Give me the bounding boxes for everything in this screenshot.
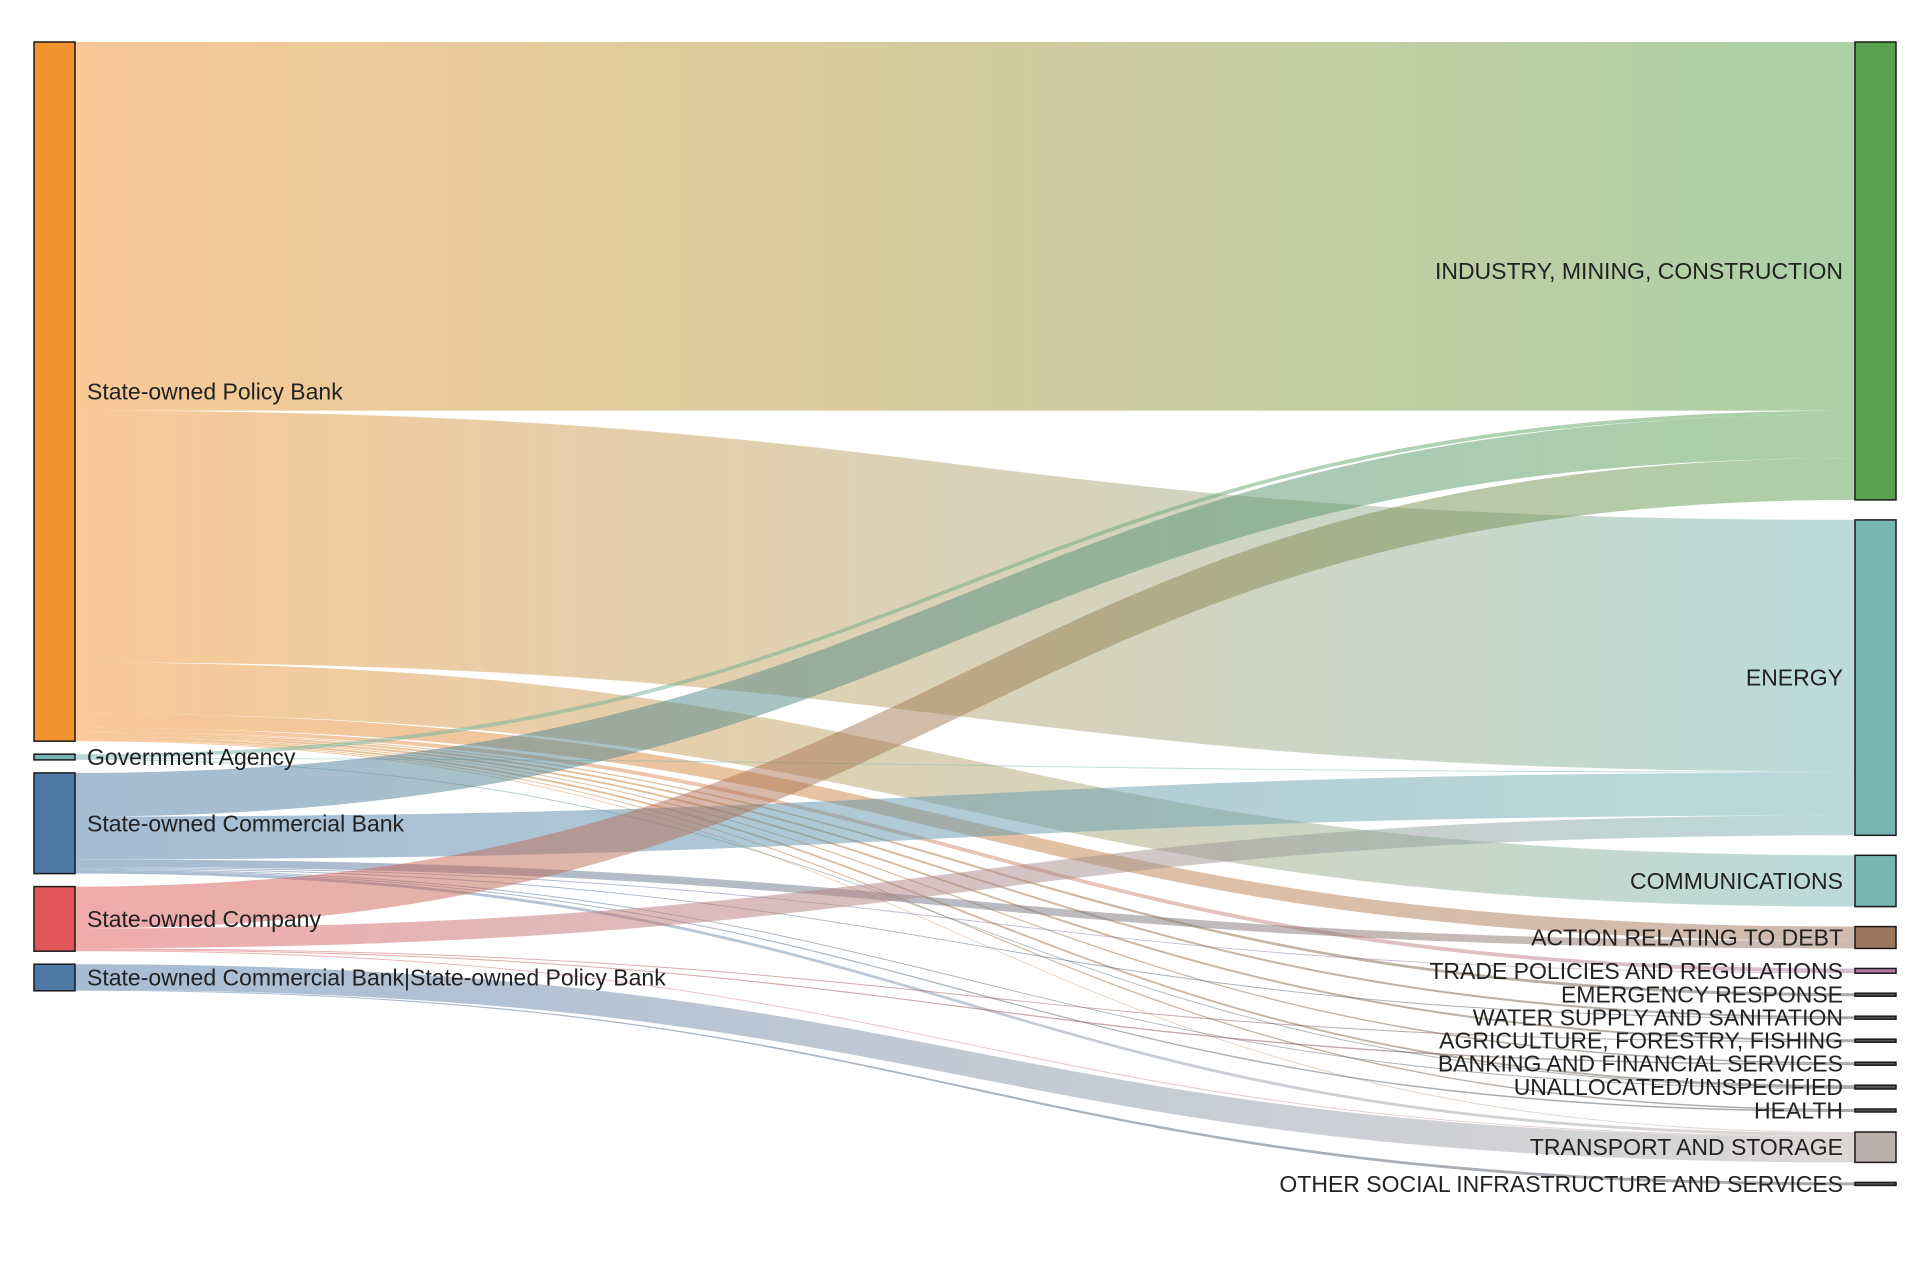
link-policy-to-unalloc[interactable] xyxy=(75,737,1855,1088)
link-company-to-agri[interactable] xyxy=(75,948,1855,1043)
node-state-owned-policy-bank[interactable] xyxy=(33,41,76,742)
link-gov-to-energy[interactable] xyxy=(75,758,1855,773)
node-label-water-supply-and-sanitation: WATER SUPPLY AND SANITATION xyxy=(1473,1005,1843,1031)
link-comm-to-energy[interactable] xyxy=(75,772,1855,860)
node-label-banking-and-financial-services: BANKING AND FINANCIAL SERVICES xyxy=(1438,1051,1843,1077)
link-policy-to-energy[interactable] xyxy=(75,410,1855,772)
link-comm-to-health[interactable] xyxy=(75,869,1855,1112)
link-comm-to-trade[interactable] xyxy=(75,866,1855,974)
node-layer xyxy=(33,41,1897,1187)
node-energy[interactable] xyxy=(1854,519,1897,837)
node-other-social-infrastructure-and-services[interactable] xyxy=(1854,1181,1897,1187)
node-health[interactable] xyxy=(1854,1108,1897,1113)
node-label-energy: ENERGY xyxy=(1746,665,1843,691)
link-policy-to-transport[interactable] xyxy=(75,740,1855,1133)
node-label-unallocated-unspecified: UNALLOCATED/UNSPECIFIED xyxy=(1514,1074,1843,1100)
node-unallocated-unspecified[interactable] xyxy=(1854,1084,1897,1090)
link-policy-to-emergency[interactable] xyxy=(75,731,1855,997)
node-label-communications: COMMUNICATIONS xyxy=(1630,868,1843,894)
node-label-action-relating-to-debt: ACTION RELATING TO DEBT xyxy=(1531,925,1843,951)
link-gov-to-unalloc[interactable] xyxy=(75,758,1855,1089)
node-trade-policies-and-regulations[interactable] xyxy=(1854,967,1897,974)
node-emergency-response[interactable] xyxy=(1854,992,1897,997)
node-label-trade-policies-and-regulations: TRADE POLICIES AND REGULATIONS xyxy=(1429,958,1843,984)
node-label-other-social-infrastructure-and-services: OTHER SOCIAL INFRASTRUCTURE AND SERVICES xyxy=(1279,1171,1843,1197)
link-policy-to-trade[interactable] xyxy=(75,727,1855,973)
node-action-relating-to-debt[interactable] xyxy=(1854,925,1897,950)
node-label-transport-and-storage: TRANSPORT AND STORAGE xyxy=(1530,1134,1843,1160)
link-company-to-energy[interactable] xyxy=(75,815,1855,949)
link-policy-to-health[interactable] xyxy=(75,739,1855,1111)
link-policy-to-banking[interactable] xyxy=(75,736,1855,1064)
link-comm-to-debt[interactable] xyxy=(75,859,1855,949)
link-company-to-banking[interactable] xyxy=(75,949,1855,1066)
node-label-government-agency: Government Agency xyxy=(87,744,296,770)
link-company-to-industry[interactable] xyxy=(75,458,1855,929)
node-label-industry-mining-construction: INDUSTRY, MINING, CONSTRUCTION xyxy=(1435,258,1843,284)
node-label-state-owned-commercial-bank-state-owned-policy-bank: State-owned Commercial Bank|State-owned … xyxy=(87,965,666,991)
node-label-agriculture-forestry-fishing: AGRICULTURE, FORESTRY, FISHING xyxy=(1439,1028,1843,1054)
link-comm-to-industry[interactable] xyxy=(75,414,1855,817)
node-label-state-owned-policy-bank: State-owned Policy Bank xyxy=(87,379,343,405)
node-transport-and-storage[interactable] xyxy=(1854,1131,1897,1164)
link-layer xyxy=(75,42,1855,1186)
link-combo-to-transport[interactable] xyxy=(75,964,1855,1163)
link-gov-to-industry[interactable] xyxy=(75,410,1855,758)
link-comm-to-water[interactable] xyxy=(75,867,1855,1020)
link-company-to-transport[interactable] xyxy=(75,950,1855,1137)
node-industry-mining-construction[interactable] xyxy=(1854,41,1897,501)
node-agriculture-forestry-fishing[interactable] xyxy=(1854,1038,1897,1043)
link-comm-to-transport[interactable] xyxy=(75,870,1855,1136)
link-policy-to-industry[interactable] xyxy=(75,42,1855,411)
node-water-supply-and-sanitation[interactable] xyxy=(1854,1015,1897,1020)
node-state-owned-commercial-bank[interactable] xyxy=(33,772,76,875)
node-label-state-owned-commercial-bank: State-owned Commercial Bank xyxy=(87,810,405,836)
node-banking-and-financial-services[interactable] xyxy=(1854,1061,1897,1066)
label-layer: State-owned Policy Bank Government Agency… xyxy=(87,258,1843,1197)
node-communications[interactable] xyxy=(1854,854,1897,908)
node-state-owned-commercial-bank-state-owned-policy-bank[interactable] xyxy=(33,963,76,992)
link-combo-to-social[interactable] xyxy=(75,989,1855,1186)
node-label-emergency-response: EMERGENCY RESPONSE xyxy=(1561,982,1843,1008)
node-state-owned-company[interactable] xyxy=(33,885,76,952)
node-label-state-owned-company: State-owned Company xyxy=(87,906,321,932)
node-label-health: HEALTH xyxy=(1754,1098,1843,1124)
node-government-agency[interactable] xyxy=(33,753,76,761)
link-comm-to-unalloc[interactable] xyxy=(75,868,1855,1089)
